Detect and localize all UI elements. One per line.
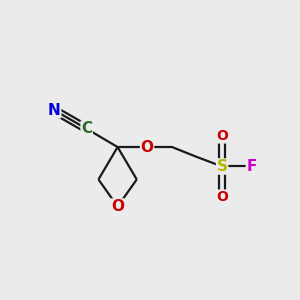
Text: O: O [216, 129, 228, 143]
Text: N: N [48, 103, 61, 118]
Text: O: O [141, 140, 154, 154]
Text: S: S [217, 159, 228, 174]
Text: F: F [246, 159, 257, 174]
Text: C: C [81, 121, 92, 136]
Text: O: O [111, 199, 124, 214]
Text: O: O [216, 190, 228, 204]
